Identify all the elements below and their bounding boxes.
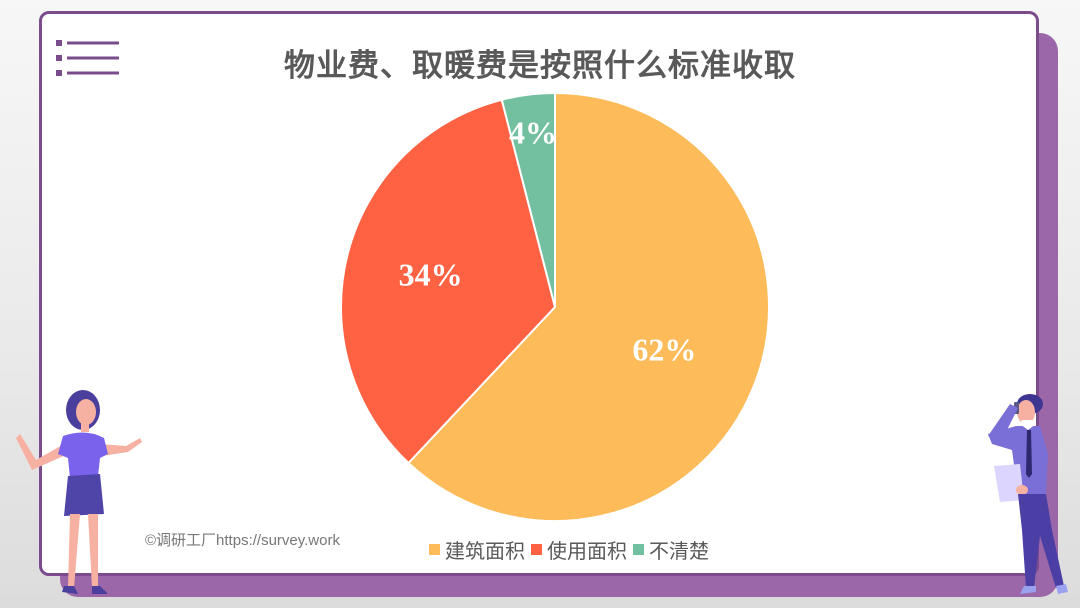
pie-data-label: 62% bbox=[632, 331, 697, 368]
legend-swatch bbox=[531, 544, 542, 555]
legend-label: 建筑面积 bbox=[445, 539, 525, 563]
chart-title: 物业费、取暖费是按照什么标准收取 bbox=[284, 48, 796, 84]
chart-legend: 建筑面积 使用面积 不清楚 bbox=[429, 535, 715, 564]
pie-data-label: 34% bbox=[398, 256, 463, 293]
pie-slice-1 bbox=[340, 98, 557, 465]
list-icon bbox=[56, 40, 119, 76]
pie-slice-2 bbox=[500, 91, 556, 308]
legend-item-unknown: 不清楚 bbox=[633, 535, 709, 564]
legend-label: 使用面积 bbox=[547, 539, 627, 563]
legend-item-building-area: 建筑面积 bbox=[429, 535, 525, 564]
pie-data-label: 4% bbox=[509, 114, 557, 151]
legend-item-usable-area: 使用面积 bbox=[531, 535, 627, 564]
man-on-phone-illustration bbox=[988, 394, 1068, 594]
legend-swatch bbox=[633, 544, 644, 555]
legend-swatch bbox=[429, 544, 440, 555]
woman-presenting-illustration bbox=[16, 390, 142, 594]
legend-label: 不清楚 bbox=[649, 539, 709, 563]
pie-slice-0 bbox=[407, 91, 770, 522]
watermark: ©调研工厂https://survey.work bbox=[145, 532, 340, 549]
